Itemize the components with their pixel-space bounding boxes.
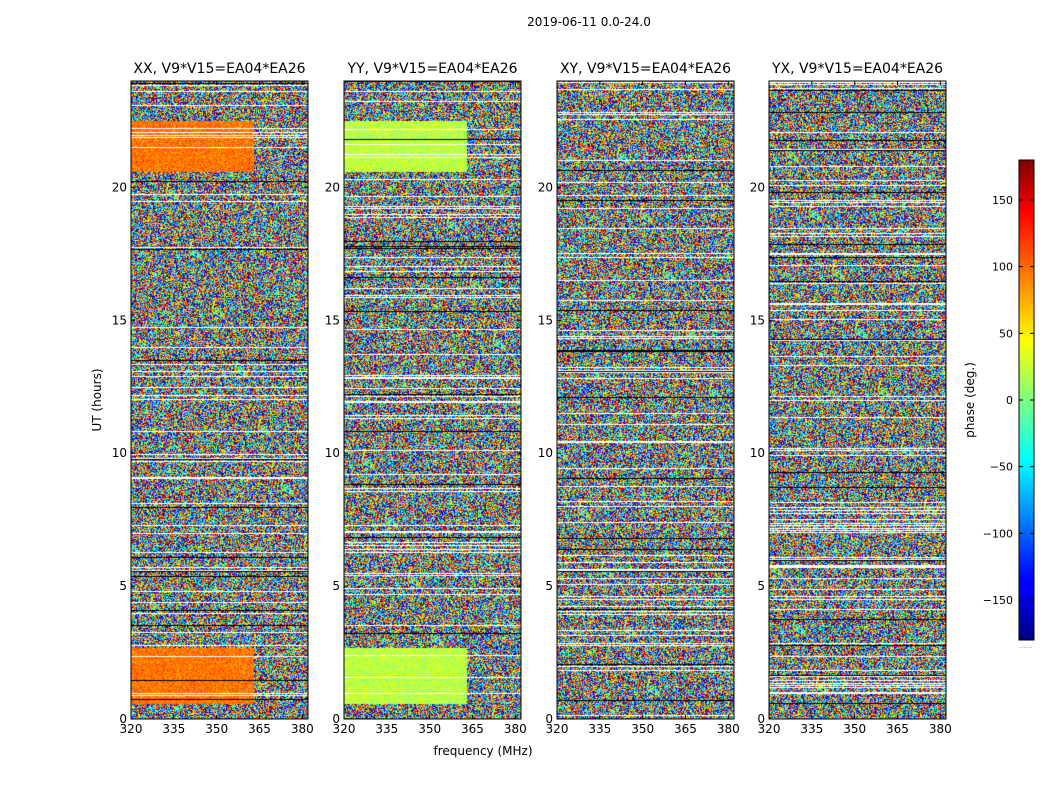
panel-1: XX, V9*V15=EA04*EA26 320 335 350 365 380 0 5 10 1… [112,61,314,736]
colorbar-ticks: 150 100 50 0 −50 −100 −150 [983,194,1034,607]
colorbar-label: phase (deg.) [963,362,977,438]
x-tick-label: 320 [546,722,569,736]
x-tick-label: 380 [717,722,740,736]
x-tick-label: 350 [843,722,866,736]
panel-4: YX, V9*V15=EA04*EA26 320 335 350 365 380 0 5 10 1… [750,61,952,736]
y-tick-label: 15 [112,313,127,327]
panels-group: XX, V9*V15=EA04*EA26 320 335 350 365 380 0 5 10 1… [112,61,952,736]
figure-suptitle: 2019-06-11 0.0-24.0 [527,15,651,29]
x-tick-label: 350 [205,722,228,736]
colorbar-tick-label: 150 [992,194,1013,207]
x-tick-label: 380 [929,722,952,736]
x-tick-label: 365 [674,722,697,736]
y-tick-label: 10 [112,446,127,460]
x-tick-label: 350 [418,722,441,736]
x-tick-label: 335 [588,722,611,736]
y-tick-label: 15 [325,313,340,327]
y-tick-label: 10 [325,446,340,460]
panel-frame [130,80,309,720]
x-tick-label: 335 [162,722,185,736]
phase-heatmap [557,81,734,719]
x-axis-label: frequency (MHz) [433,744,532,758]
colorbar-tick-label: −150 [983,594,1013,607]
y-tick-label: 10 [538,446,553,460]
y-axis-label: UT (hours) [90,368,104,431]
y-tick-label: 0 [119,712,127,726]
panel-frame [556,80,735,720]
y-tick-label: 20 [112,180,127,194]
y-tick-label: 10 [750,446,765,460]
y-tick-label: 0 [332,712,340,726]
y-tick-label: 0 [545,712,553,726]
x-tick-label: 380 [291,722,314,736]
panel-title: XY, V9*V15=EA04*EA26 [560,61,731,77]
panel-frame [343,80,522,720]
colorbar-under-label: ...... [1019,642,1032,650]
colorbar-tick-label: −50 [990,461,1013,474]
x-tick-label: 335 [800,722,823,736]
phase-heatmap [769,81,946,719]
y-tick-label: 5 [332,579,340,593]
x-tick-label: 320 [120,722,143,736]
x-tick-label: 335 [375,722,398,736]
x-tick-label: 320 [758,722,781,736]
colorbar-tick-label: 50 [999,327,1013,340]
y-tick-label: 5 [757,579,765,593]
colorbar-tick-label: −100 [983,527,1013,540]
y-tick-label: 20 [325,180,340,194]
colorbar-tick-label: 0 [1006,394,1013,407]
phase-heatmap [344,81,521,719]
y-tick-label: 5 [119,579,127,593]
x-tick-label: 350 [631,722,654,736]
x-tick-label: 365 [461,722,484,736]
y-tick-label: 15 [538,313,553,327]
x-tick-label: 365 [248,722,271,736]
panel-title: XX, V9*V15=EA04*EA26 [133,61,305,77]
y-tick-label: 20 [538,180,553,194]
panel-2: YY, V9*V15=EA04*EA26 320 335 350 365 380 0 5 10 1… [325,61,527,736]
y-tick-label: 15 [750,313,765,327]
y-tick-label: 20 [750,180,765,194]
phase-heatmap [131,81,308,719]
x-tick-label: 365 [886,722,909,736]
colorbar: 150 100 50 0 −50 −100 −150 phase (deg.) ...... [963,159,1035,650]
panel-3: XY, V9*V15=EA04*EA26 320 335 350 365 380 0 5 10 1… [538,61,740,736]
y-tick-label: 0 [757,712,765,726]
panel-frame [768,80,947,720]
colorbar-tick-label: 100 [992,261,1013,274]
y-tick-label: 5 [545,579,553,593]
panel-title: YX, V9*V15=EA04*EA26 [771,61,943,77]
panel-title: YY, V9*V15=EA04*EA26 [346,61,517,77]
x-tick-label: 320 [333,722,356,736]
x-tick-label: 380 [504,722,527,736]
